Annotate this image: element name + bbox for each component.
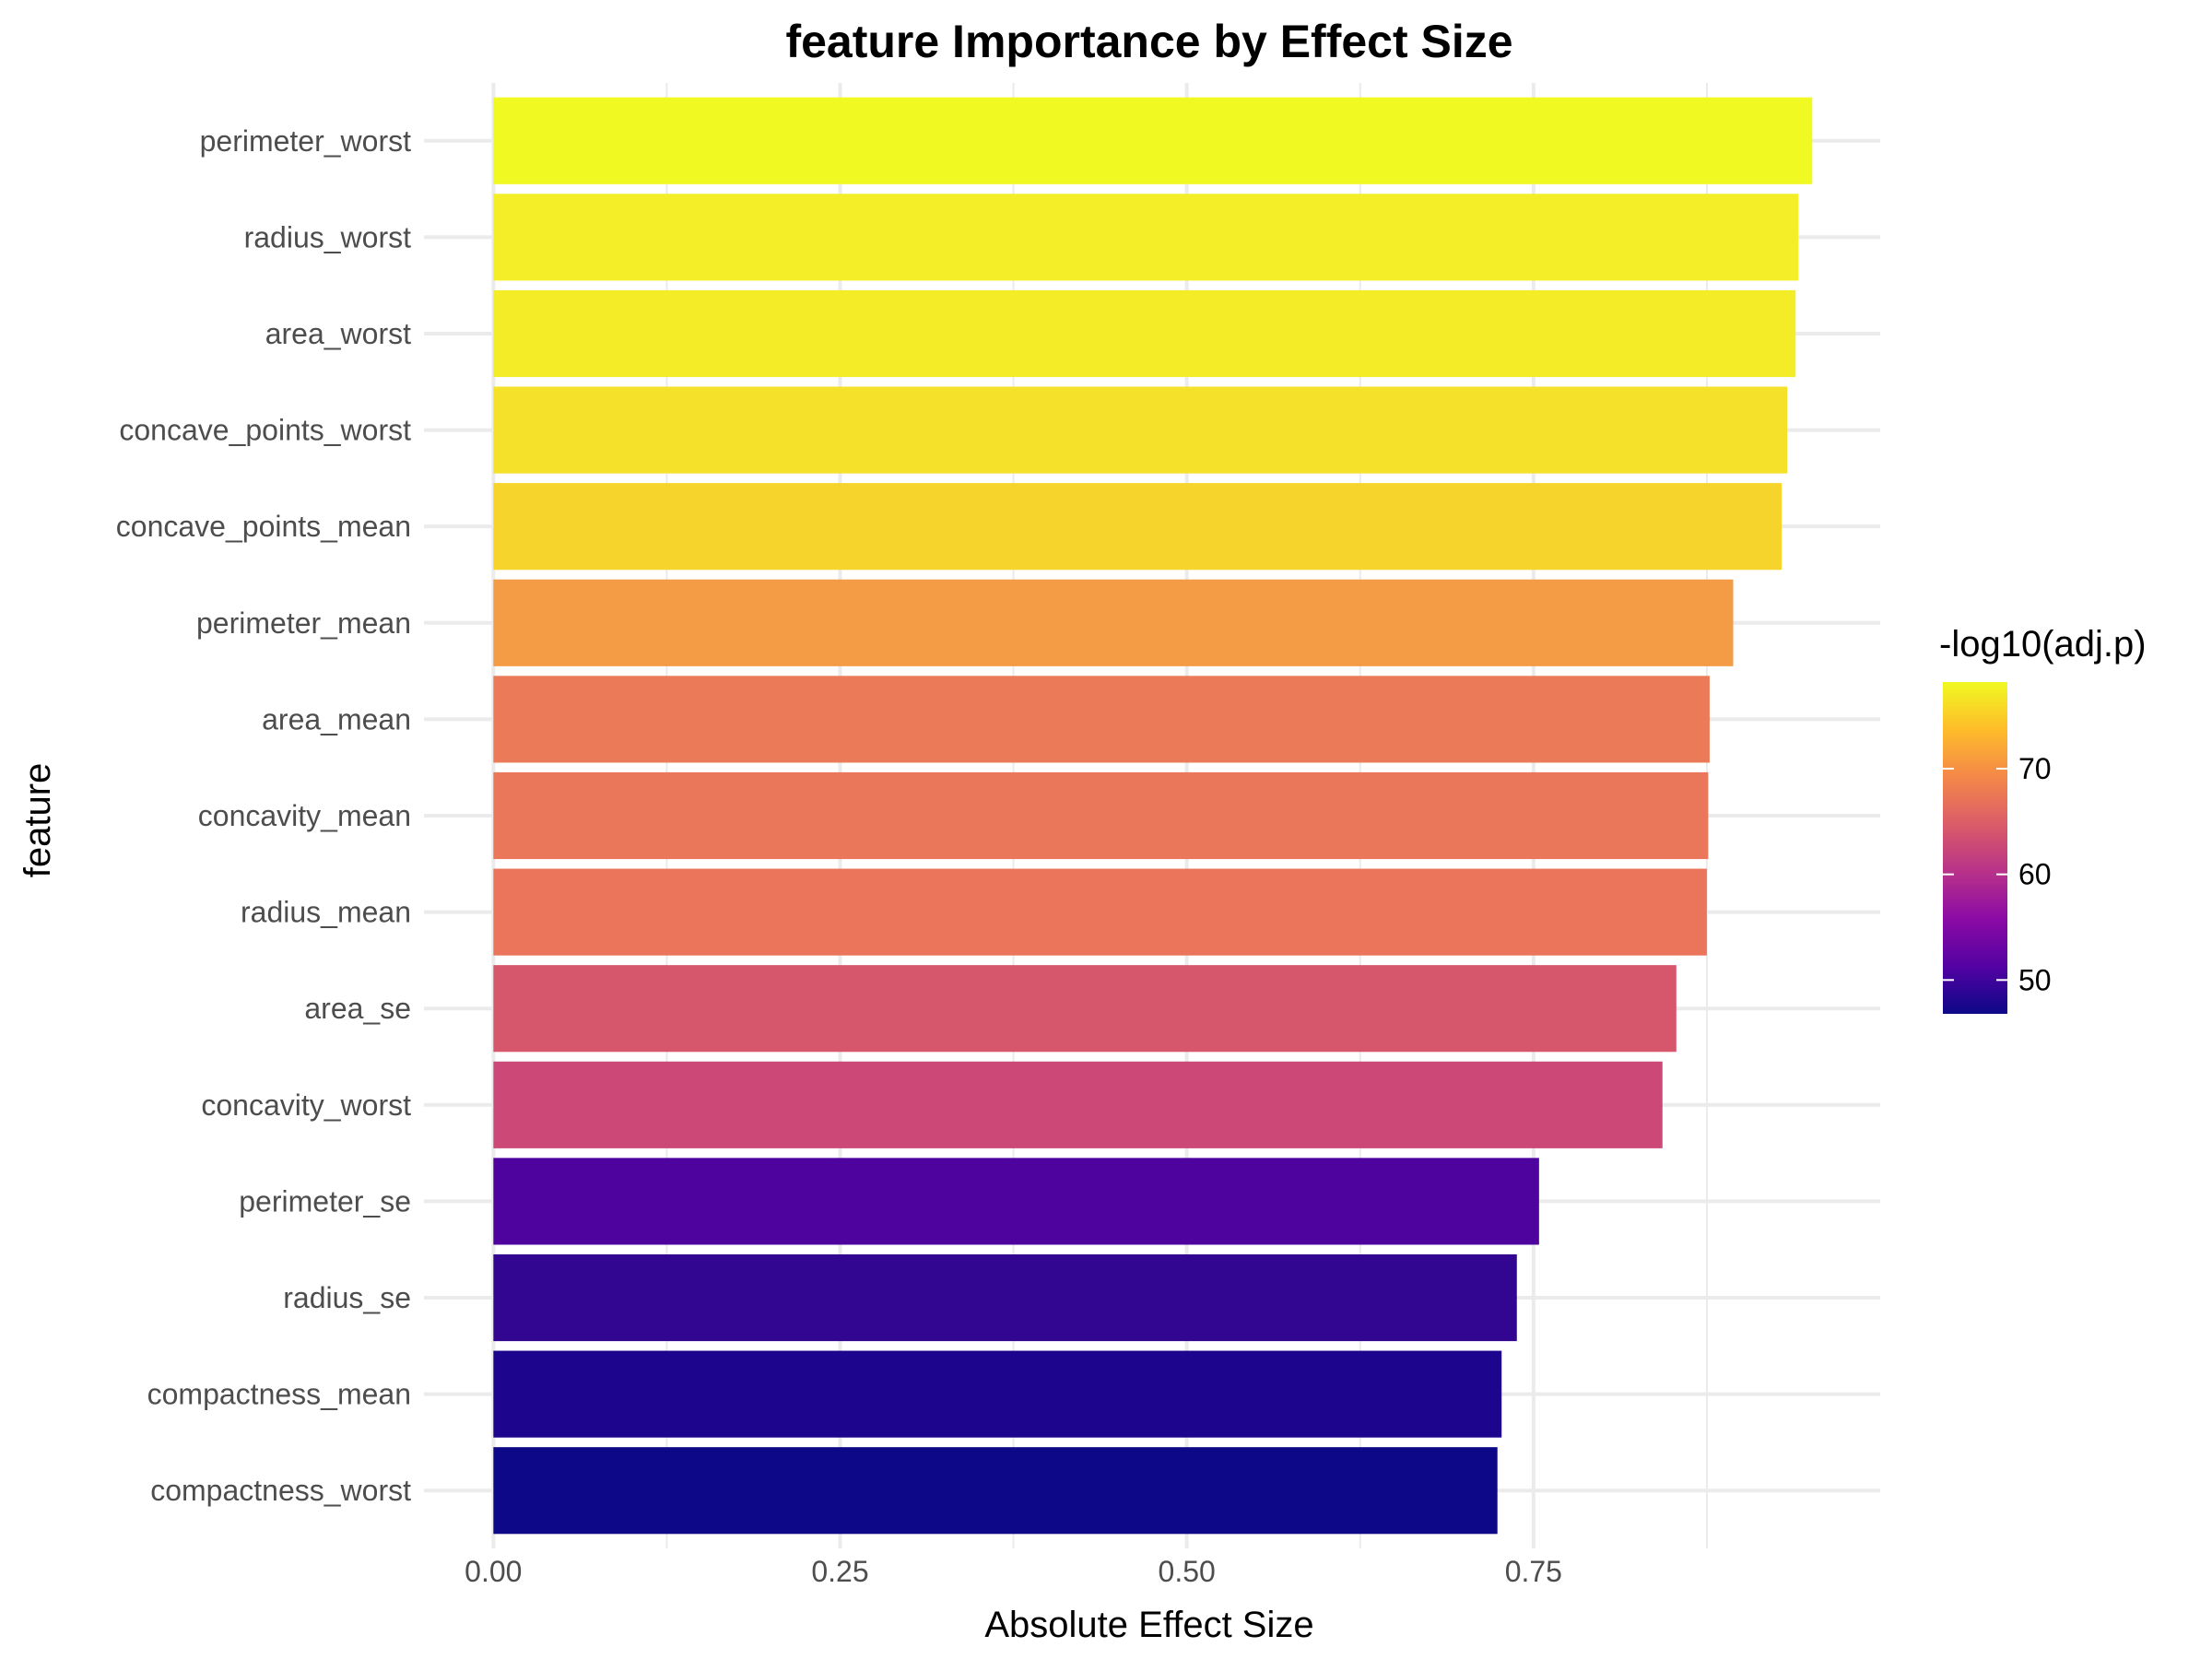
bar-area-worst <box>493 289 1796 378</box>
y-tick-label: perimeter_worst <box>200 124 412 158</box>
bar-radius-se <box>493 1253 1517 1342</box>
legend-ticks: 50 60 70 <box>1943 752 2052 996</box>
y-tick-label: concave_points_mean <box>116 510 411 543</box>
bar-compactness-worst <box>493 1447 1498 1535</box>
y-tick-label: compactness_worst <box>150 1474 411 1507</box>
legend-tick-label: 60 <box>2018 858 2052 891</box>
bar-radius-worst <box>493 194 1799 281</box>
bar-perimeter-se <box>493 1158 1539 1245</box>
x-tick-label: 0.75 <box>1505 1555 1562 1588</box>
y-tick-label: radius_mean <box>241 896 411 929</box>
y-tick-label: compactness_mean <box>147 1378 411 1411</box>
bar-concave-points-worst <box>493 386 1788 474</box>
chart-title: feature Importance by Effect Size <box>785 16 1512 67</box>
bars <box>493 97 1813 1535</box>
y-tick-label: perimeter_mean <box>196 606 411 640</box>
x-axis-title: Absolute Effect Size <box>984 1605 1313 1645</box>
legend-tick-label: 50 <box>2018 963 2052 996</box>
color-legend: -log10(adj.p) 50 60 70 <box>1939 624 2147 1014</box>
y-tick-label: perimeter_se <box>239 1184 411 1218</box>
y-tick-label: area_se <box>304 992 411 1025</box>
x-tick-label: 0.25 <box>811 1555 868 1588</box>
y-tick-label: concave_points_worst <box>119 414 411 447</box>
y-axis-tick-labels: perimeter_worst radius_worst area_worstcon… <box>116 124 411 1507</box>
y-axis-title: feature <box>18 763 58 878</box>
y-tick-label: radius_se <box>283 1281 411 1314</box>
bar-concavity-mean <box>493 771 1709 860</box>
y-tick-label: concavity_mean <box>198 799 411 832</box>
y-tick-label: area_worst <box>265 317 411 350</box>
legend-colorbar <box>1943 682 2007 1014</box>
bar-perimeter-worst <box>493 97 1813 184</box>
x-axis-tick-labels: 0.00 0.25 0.50 0.75 <box>465 1555 1562 1588</box>
bar-concavity-worst <box>493 1061 1663 1148</box>
x-tick-label: 0.50 <box>1159 1555 1216 1588</box>
x-tick-label: 0.00 <box>465 1555 522 1588</box>
bar-concave-points-mean <box>493 483 1783 571</box>
bar-area-se <box>493 965 1677 1053</box>
bar-area-mean <box>493 676 1710 763</box>
bar-radius-mean <box>493 868 1707 956</box>
y-tick-label: concavity_worst <box>201 1088 411 1122</box>
y-tick-label: radius_worst <box>244 220 412 253</box>
bar-compactness-mean <box>493 1350 1502 1438</box>
y-tick-label: area_mean <box>262 702 411 735</box>
legend-title: -log10(adj.p) <box>1939 624 2147 665</box>
legend-tick-label: 70 <box>2018 752 2052 785</box>
bar-perimeter-mean <box>493 579 1734 666</box>
